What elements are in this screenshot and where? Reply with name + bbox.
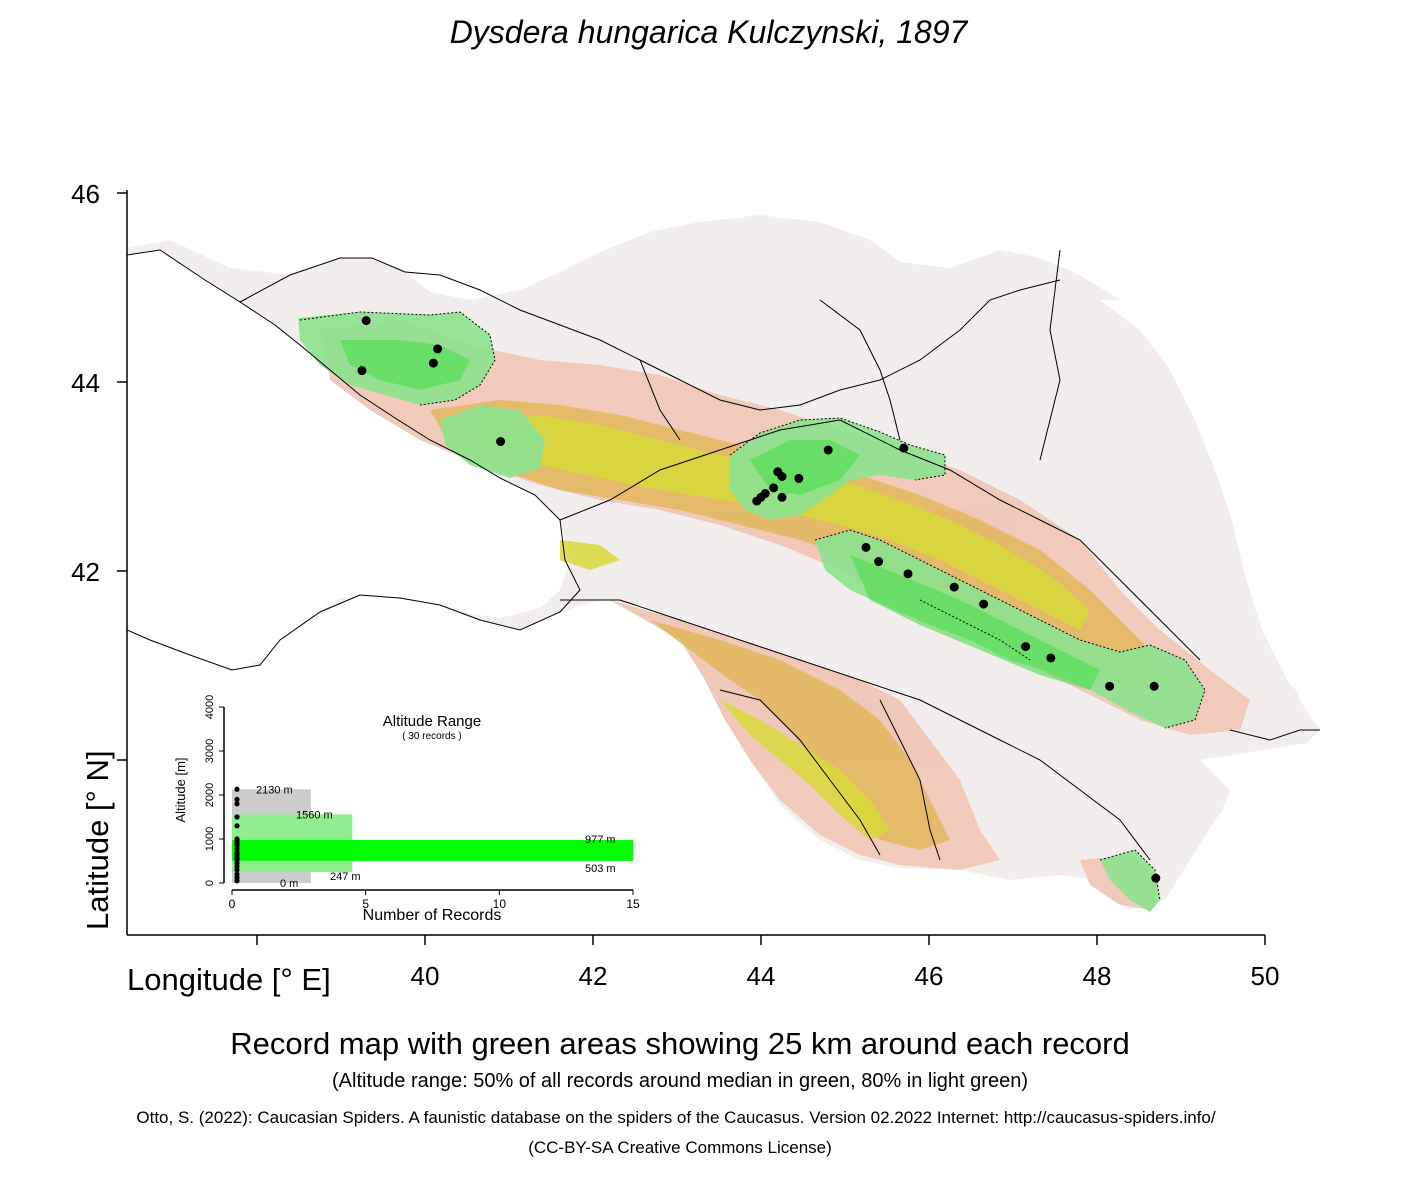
inset-y-label: Altitude [m] xyxy=(173,757,188,822)
y-tick-label: 46 xyxy=(71,179,100,209)
x-axis-label: Longitude [° E] xyxy=(127,962,331,997)
inset-record-dot xyxy=(234,801,240,807)
inset-range-bars xyxy=(232,789,633,883)
record-point xyxy=(769,483,779,493)
inset-range-label: 1560 m xyxy=(296,809,333,821)
inset-range-labels: 2130 m 1560 m 977 m 503 m 247 m 0 m xyxy=(256,784,616,890)
caption-sub: (Altitude range: 50% of all records arou… xyxy=(332,1070,1028,1092)
inset-range-label: 2130 m xyxy=(256,784,293,796)
y-axis-ticks: 42 44 46 xyxy=(71,179,127,761)
record-point xyxy=(823,445,833,455)
record-point xyxy=(903,569,913,579)
inset-y-ticks: 0 1000 2000 3000 4000 xyxy=(204,695,224,886)
inset-x-tick-label: 10 xyxy=(493,897,507,911)
y-tick-label: 44 xyxy=(71,368,100,398)
inset-record-dot xyxy=(234,823,240,829)
record-point xyxy=(433,344,443,354)
inset-y-tick-label: 3000 xyxy=(204,739,216,763)
inset-y-tick-label: 1000 xyxy=(204,827,216,851)
inset-y-tick-label: 0 xyxy=(204,880,216,886)
x-tick-label: 42 xyxy=(579,961,608,991)
record-point xyxy=(794,473,804,483)
record-point xyxy=(861,542,871,552)
y-tick-label: 42 xyxy=(71,557,100,587)
inset-x-tick-label: 5 xyxy=(362,897,369,911)
inset-record-dot xyxy=(234,814,240,820)
inset-x-label: Number of Records xyxy=(363,907,502,924)
caption-main: Record map with green areas showing 25 k… xyxy=(230,1026,1130,1061)
inset-x-ticks: 0 5 10 15 xyxy=(229,890,640,911)
record-point xyxy=(1151,873,1161,883)
record-point xyxy=(1149,681,1159,691)
x-tick-label: 48 xyxy=(1083,961,1112,991)
terrain-highlands xyxy=(470,415,1090,840)
inset-record-dot xyxy=(234,796,240,803)
record-point xyxy=(752,496,762,506)
map-axes xyxy=(126,190,1265,936)
map-title: Dysdera hungarica Kulczynski, 1897 xyxy=(449,14,968,50)
inset-y-tick-label: 4000 xyxy=(204,695,216,719)
record-point xyxy=(361,316,371,326)
inset-record-dot xyxy=(234,871,240,877)
citation: Otto, S. (2022): Caucasian Spiders. A fa… xyxy=(136,1108,1216,1127)
record-point xyxy=(357,366,367,376)
political-borders xyxy=(127,249,1320,861)
inset-range-label: 0 m xyxy=(280,878,298,890)
record-point xyxy=(899,443,909,453)
record-point xyxy=(949,582,959,592)
inset-range-label: 503 m xyxy=(585,863,616,875)
black-sea xyxy=(127,250,570,670)
inset-title: Altitude Range xyxy=(383,713,481,730)
caspian-sea xyxy=(1100,300,1327,935)
record-points xyxy=(357,316,1161,883)
x-axis-ticks: 40 42 44 46 48 50 xyxy=(256,935,1280,991)
record-point xyxy=(1105,681,1115,691)
record-point xyxy=(1021,642,1031,652)
x-tick-label: 40 xyxy=(411,961,440,991)
record-point xyxy=(496,437,506,447)
inset-x-tick-label: 0 xyxy=(229,897,236,911)
record-point xyxy=(777,492,787,502)
x-tick-label: 46 xyxy=(915,961,944,991)
inset-record-dot xyxy=(234,836,240,842)
inset-range-label: 977 m xyxy=(585,834,616,846)
record-point xyxy=(979,599,989,609)
y-axis-label: Latitude [° N] xyxy=(80,750,115,930)
inset-range-label: 247 m xyxy=(330,871,361,883)
range-bar xyxy=(232,840,633,861)
altitude-band-outlines xyxy=(299,311,1206,901)
record-point xyxy=(428,358,438,368)
inset-x-tick-label: 15 xyxy=(626,897,640,911)
inset-record-dot xyxy=(234,786,240,792)
record-point xyxy=(874,557,884,567)
license: (CC-BY-SA Creative Commons License) xyxy=(528,1138,832,1157)
x-tick-label: 50 xyxy=(1251,961,1280,991)
record-buffer-cores xyxy=(340,340,1100,690)
inset-subtitle: ( 30 records ) xyxy=(402,731,461,742)
altitude-range-inset: Altitude Range ( 30 records ) 2130 m 1560… xyxy=(173,695,640,924)
record-point xyxy=(777,472,787,481)
record-point xyxy=(1046,653,1056,663)
x-tick-label: 44 xyxy=(747,961,776,991)
inset-y-tick-label: 2000 xyxy=(204,783,216,807)
inset-record-dots xyxy=(234,786,240,884)
